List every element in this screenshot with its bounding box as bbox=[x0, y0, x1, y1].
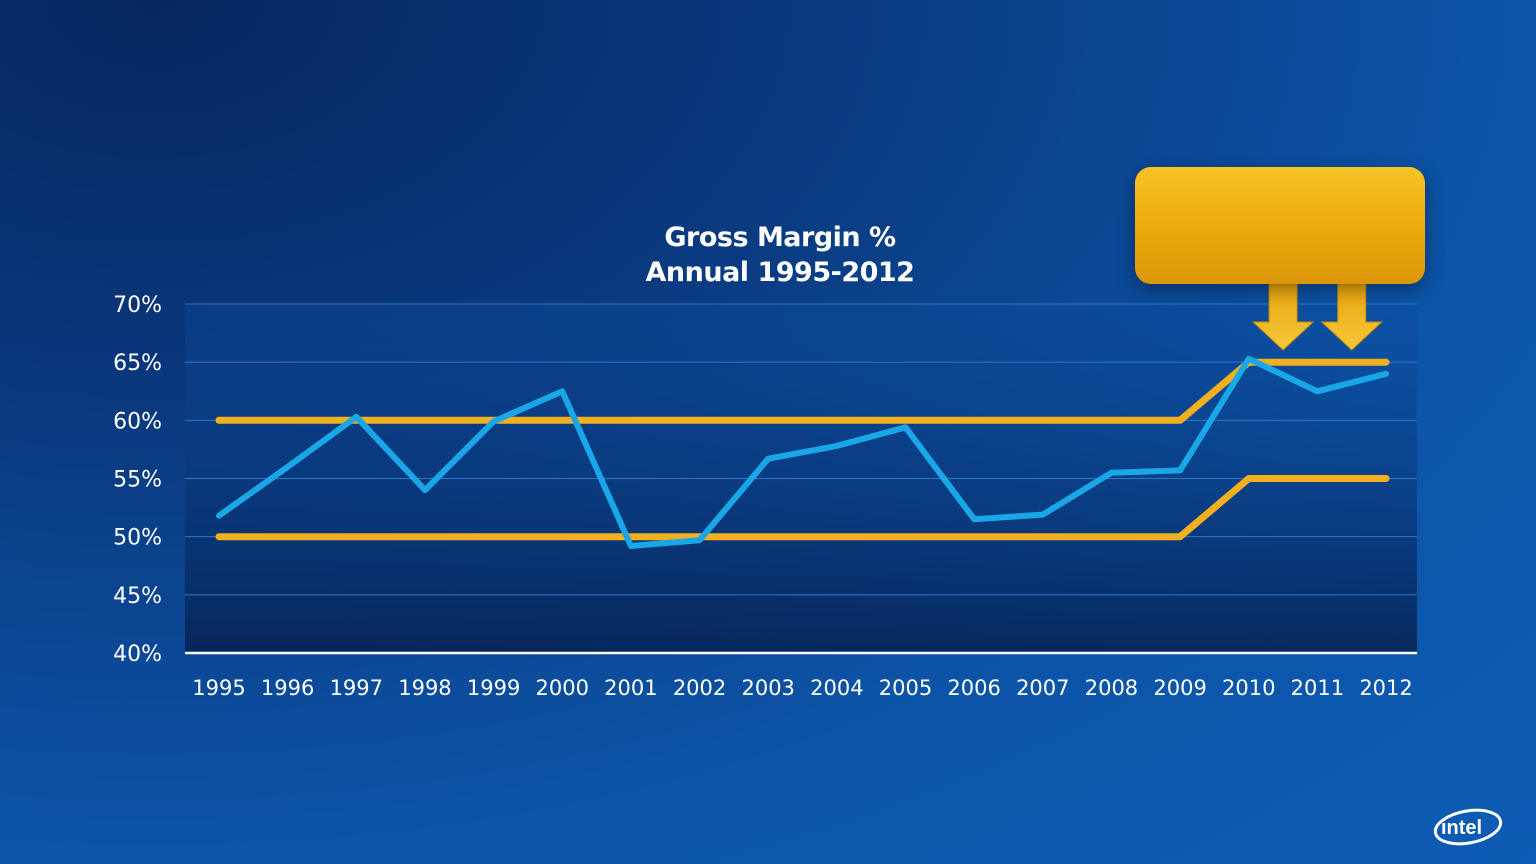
y-tick-label: 65% bbox=[113, 351, 162, 376]
y-axis-labels: 40% 45% 50% 55% 60% 65% 70% bbox=[113, 293, 162, 667]
series-lines bbox=[215, 355, 1390, 549]
x-tick-label: 2001 bbox=[604, 676, 657, 700]
x-tick-label: 2003 bbox=[741, 676, 794, 700]
x-tick-label: 2012 bbox=[1359, 676, 1412, 700]
x-tick-label: 2005 bbox=[879, 676, 932, 700]
x-tick-label: 1999 bbox=[467, 676, 520, 700]
logo-text: intel bbox=[1441, 817, 1482, 839]
x-tick-label: 1996 bbox=[261, 676, 314, 700]
intel-logo: intel bbox=[1433, 808, 1503, 846]
x-axis-labels: 1995 1996 1997 1998 1999 2000 2001 2002 2003 2004… bbox=[192, 676, 1413, 700]
callout-arrows bbox=[1251, 283, 1383, 351]
x-tick-label: 2002 bbox=[673, 676, 726, 700]
down-arrow-icon bbox=[1251, 283, 1315, 351]
x-tick-label: 2006 bbox=[947, 676, 1000, 700]
down-arrow-icon bbox=[1320, 283, 1383, 351]
x-tick-label: 1998 bbox=[398, 676, 451, 700]
series-line-upper bbox=[215, 358, 1390, 424]
y-tick-label: 50% bbox=[113, 526, 162, 551]
x-tick-label: 2000 bbox=[536, 676, 589, 700]
x-tick-label: 2010 bbox=[1222, 676, 1275, 700]
y-tick-label: 40% bbox=[113, 642, 162, 667]
chart-subtitle: Annual 1995-2012 bbox=[645, 257, 915, 288]
x-tick-label: 1997 bbox=[330, 676, 383, 700]
y-tick-label: 45% bbox=[113, 584, 162, 609]
series-line-actual bbox=[216, 355, 1390, 549]
y-tick-label: 55% bbox=[113, 468, 162, 493]
chart-title: Gross Margin % bbox=[664, 222, 896, 253]
x-tick-label: 2007 bbox=[1016, 676, 1069, 700]
x-tick-label: 2008 bbox=[1085, 676, 1138, 700]
y-tick-label: 60% bbox=[113, 409, 162, 434]
x-tick-label: 2011 bbox=[1291, 676, 1344, 700]
series-line-lower bbox=[215, 475, 1390, 541]
y-tick-label: 70% bbox=[113, 293, 162, 318]
callout-box bbox=[1135, 167, 1425, 284]
x-tick-label: 2009 bbox=[1153, 676, 1206, 700]
x-tick-label: 1995 bbox=[192, 676, 245, 700]
x-tick-label: 2004 bbox=[810, 676, 863, 700]
